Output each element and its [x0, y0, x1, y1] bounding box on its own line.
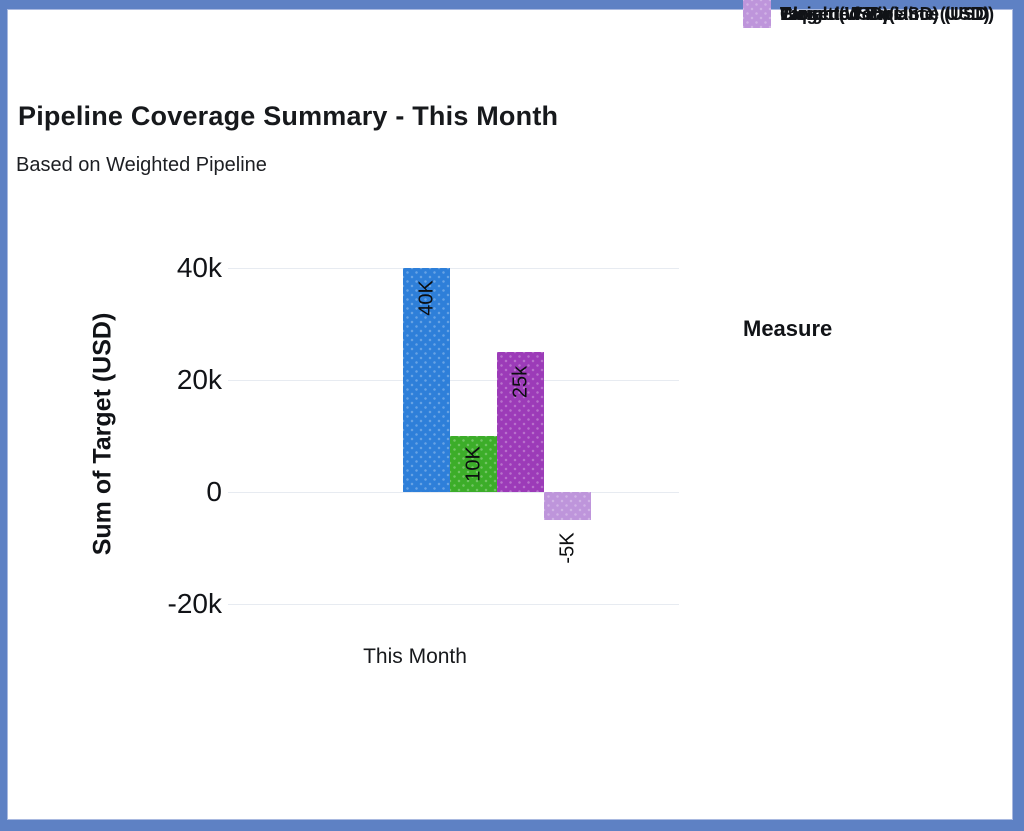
gridline-zero [228, 492, 679, 493]
bar-data-label: 40K [415, 280, 437, 316]
y-axis-tick-label: 0 [206, 476, 222, 507]
chart-subtitle: Based on Weighted Pipeline [16, 154, 267, 176]
y-axis-tick-label: 40k [176, 252, 222, 283]
y-axis-title: Sum of Target (USD) [88, 312, 117, 556]
gridline-20k [228, 380, 679, 381]
bar-data-label: 25k [509, 365, 531, 399]
x-axis-category-label: This Month [363, 645, 467, 668]
legend-swatch-icon [743, 0, 771, 28]
y-axis-tick-label: -20k [167, 588, 222, 619]
bar-data-label: 10K [462, 446, 484, 482]
legend-item-label: Target (USD) [780, 3, 889, 24]
legend-item-label: Expected Variance (USD) [780, 3, 995, 24]
bar-weighted-pipeline[interactable] [497, 352, 544, 492]
legend-item-label: Closed Won (USD) [780, 3, 939, 24]
legend-item-label: Weighted Pipeline (USD) [780, 3, 990, 24]
legend-item-expected-variance[interactable]: Expected Variance (USD) [743, 0, 994, 28]
chart-title: Pipeline Coverage Summary - This Month [18, 101, 559, 131]
bar-data-label: -5K [556, 532, 578, 564]
bar-expected-variance[interactable] [544, 492, 591, 520]
bar-closed-won[interactable] [450, 436, 497, 492]
gridline-neg20k [228, 604, 679, 605]
bar-target[interactable] [403, 268, 450, 492]
y-axis-tick-label: 20k [176, 364, 222, 395]
gridline-40k [228, 268, 679, 269]
legend-title: Measure [743, 316, 833, 341]
